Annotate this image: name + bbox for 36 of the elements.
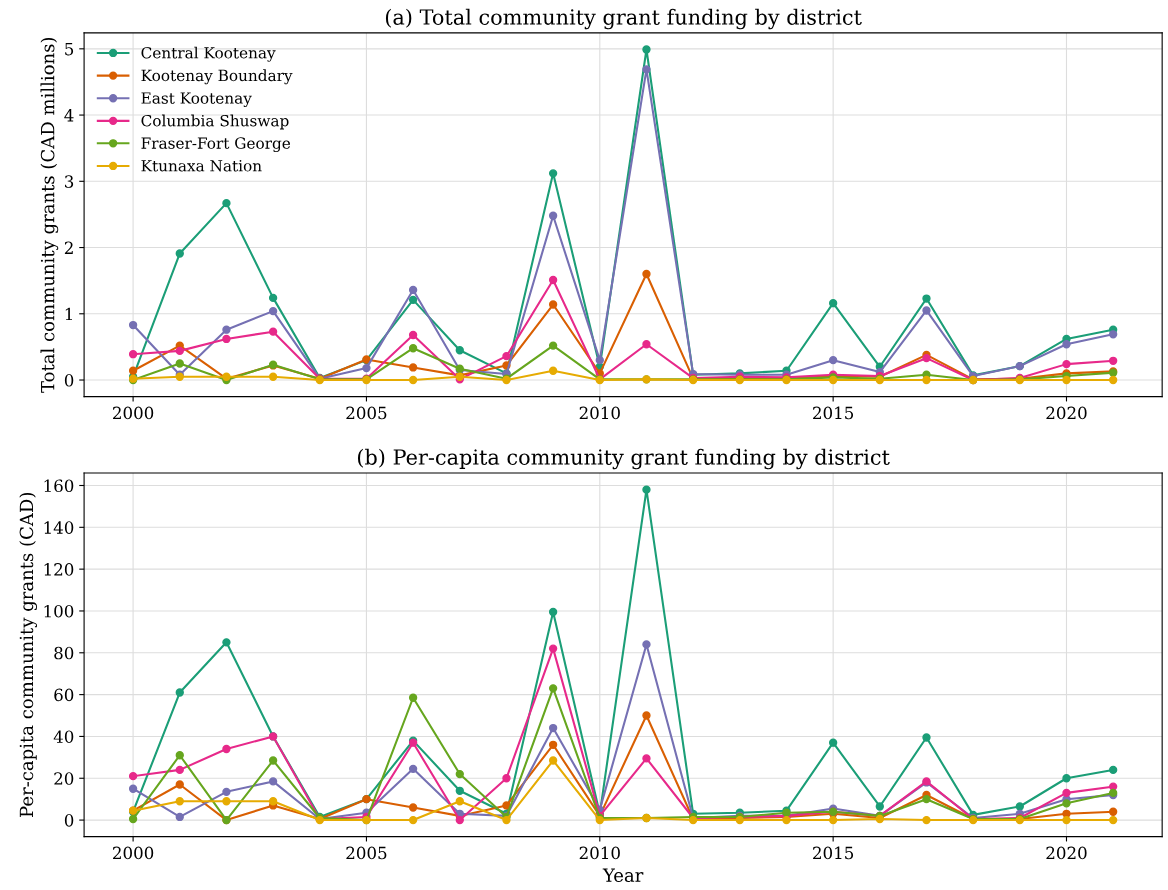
y-tick-label: 0 — [64, 373, 74, 387]
x-tick-label: 2010 — [579, 406, 620, 420]
legend-label: Ktunaxa Nation — [141, 160, 262, 172]
y-tick-label: 0 — [64, 814, 74, 827]
legend-label: Central Kootenay — [141, 46, 276, 62]
x-tick-label: 2000 — [113, 406, 154, 420]
y-tick-label: 1 — [65, 307, 73, 321]
x-tick-label: 2015 — [813, 406, 854, 420]
y-tick-label: 80 — [54, 646, 74, 660]
chart-title: (b) Per-capita community grant funding by district — [357, 448, 890, 470]
y-axis-title: Per-capita community grants (CAD) — [19, 492, 38, 817]
x-tick-label: 2005 — [346, 846, 387, 860]
y-tick-label: 120 — [44, 563, 74, 576]
y-tick-label: 160 — [44, 479, 74, 493]
legend-label: East Kootenay — [141, 92, 252, 107]
x-tick-label: 2020 — [1046, 846, 1087, 860]
y-tick-label: 4 — [64, 109, 74, 122]
y-tick-label: 20 — [54, 772, 74, 785]
x-tick-label: 2015 — [813, 846, 854, 860]
x-tick-label: 2020 — [1046, 406, 1087, 420]
y-tick-label: 60 — [54, 688, 74, 702]
chart-title: (a) Total community grant funding by district — [385, 8, 862, 30]
y-tick-label: 2 — [64, 241, 73, 254]
y-tick-label: 140 — [44, 521, 74, 534]
x-axis-title: Year — [602, 868, 644, 882]
x-tick-label: 2010 — [579, 846, 620, 860]
x-tick-label: 2000 — [113, 846, 154, 860]
y-tick-label: 100 — [44, 604, 74, 618]
y-tick-label: 40 — [53, 730, 74, 743]
y-axis-title: Total community grants (CAD millions) — [40, 37, 59, 393]
y-tick-label: 3 — [65, 175, 74, 188]
x-tick-label: 2005 — [346, 406, 387, 420]
legend-label: Kootenay Boundary — [141, 69, 293, 85]
legend-label: Fraser-Fort George — [141, 137, 291, 153]
legend-label: Columbia Shuswap — [141, 114, 289, 130]
y-tick-label: 5 — [65, 43, 74, 56]
